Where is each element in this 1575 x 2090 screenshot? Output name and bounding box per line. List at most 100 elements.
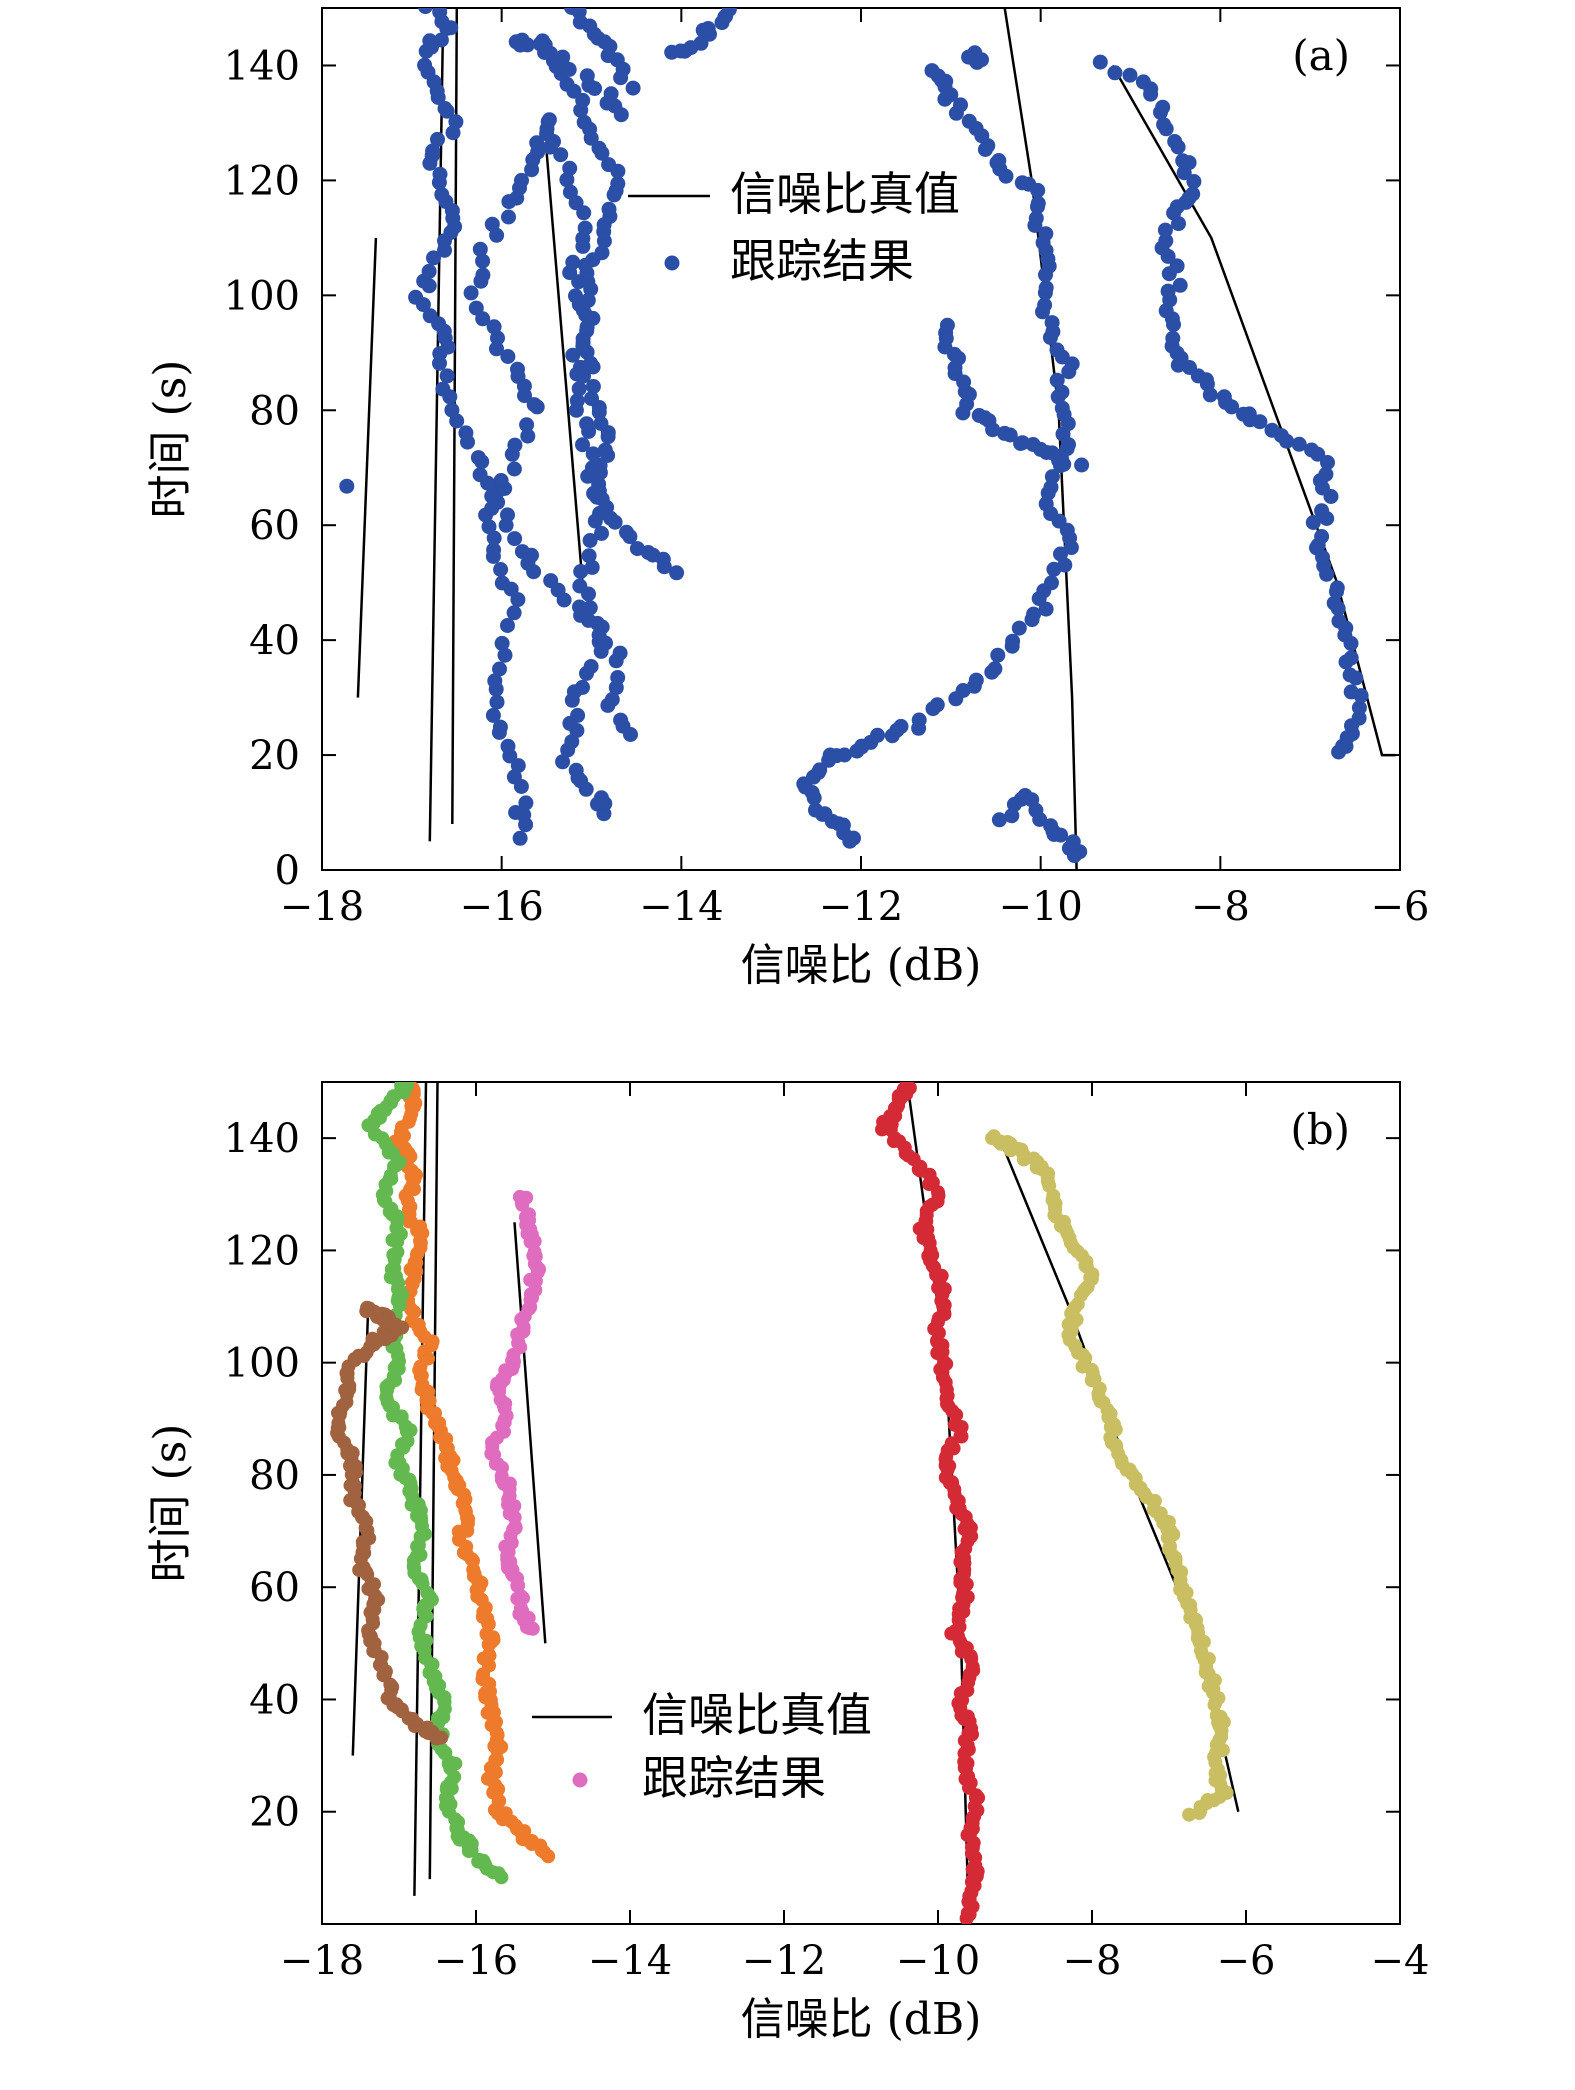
track-point [492,661,507,677]
track-point [604,692,620,707]
track-point [1049,372,1065,388]
y-tick-label: 140 [224,43,300,89]
track-point [435,381,451,397]
x-tick-label: −16 [459,884,543,930]
track-point [613,712,629,728]
track-point [1044,575,1059,591]
track-point [669,565,685,581]
track-point [500,738,516,754]
truth-line [428,1082,439,1880]
x-tick-label: −16 [434,1938,518,1984]
track-point [421,263,437,279]
track-point [1314,529,1330,544]
x-tick-label: −10 [998,884,1082,930]
y-tick-label: 20 [249,733,300,779]
chart-a: −18 −16 −14 −12 −10 −8 −6 0 20 40 60 80 100 120 140 信噪比… [145,7,1430,991]
track-point [870,727,885,743]
y-tick-label: 80 [249,1453,300,1499]
track-point [1305,515,1321,530]
track-point [494,575,510,591]
track-point [700,21,716,36]
track-point [507,531,523,547]
track-point [553,147,569,163]
track-point [1030,195,1046,211]
track-point [532,36,548,52]
track-point [519,417,535,433]
track-point [911,712,927,728]
track-point [1331,613,1347,629]
track-point [571,381,587,397]
track-point [486,530,502,546]
x-tick-label: −12 [742,1938,826,1984]
track-point [1044,315,1060,331]
track-point [520,428,536,444]
track-point [1314,503,1330,519]
x-axis-label: 信噪比 (dB) [741,1994,982,2045]
track-point [1054,384,1070,400]
track-point [1172,277,1188,293]
track-point [579,416,595,432]
track-point [575,331,591,347]
track-point [555,49,571,65]
track-point [422,33,438,49]
track-point [484,216,500,232]
track-point [507,437,523,453]
y-axis-label: 时间 (s) [145,360,196,519]
track-point [565,347,581,363]
track-point [585,446,601,462]
track-point [500,349,516,364]
track-point [1236,406,1251,422]
track-point [510,361,525,377]
track-point [493,473,509,488]
track-point [572,599,587,615]
track-point [463,285,479,301]
track-point [961,113,977,129]
track-point [929,697,945,713]
track-point [568,762,584,778]
track-point [573,564,589,579]
y-tick-label: 60 [249,1565,300,1611]
track-point [481,519,497,535]
track-point [501,209,516,225]
track-point [512,1189,527,1204]
truth-line [413,1082,428,1896]
track-point [808,802,823,818]
track-point [581,548,597,564]
x-tick-label: −14 [588,1938,672,1984]
track-point [812,762,828,778]
track-point [1326,595,1342,611]
track-point [1175,153,1191,169]
track-point [590,615,605,631]
track-point [562,184,578,200]
track-point [470,450,486,466]
track-point [512,830,528,846]
track-point [591,627,607,643]
panel-label: (b) [1290,1105,1350,1154]
truth-line [998,1137,1240,1812]
track-point [1329,580,1345,596]
track-point [583,659,599,674]
track-point [418,8,433,15]
track-point [591,476,607,492]
track-point [472,241,488,257]
track-point [610,176,626,192]
track-point [1011,620,1027,636]
x-tick-label: −6 [1371,884,1430,930]
truth-line [428,8,445,842]
y-tick-label: 120 [224,1228,300,1274]
track-point [494,635,510,651]
track-point [967,45,983,61]
track-point [1013,436,1029,451]
y-tick-label: 40 [249,618,300,664]
track-point [565,254,581,270]
track-point [426,250,441,266]
track-point [1028,210,1044,226]
track-point [597,442,613,458]
truth-line [545,151,584,583]
track-point [518,795,534,811]
track-point [1165,330,1181,346]
track-point [625,80,641,96]
track-point [481,1647,496,1662]
